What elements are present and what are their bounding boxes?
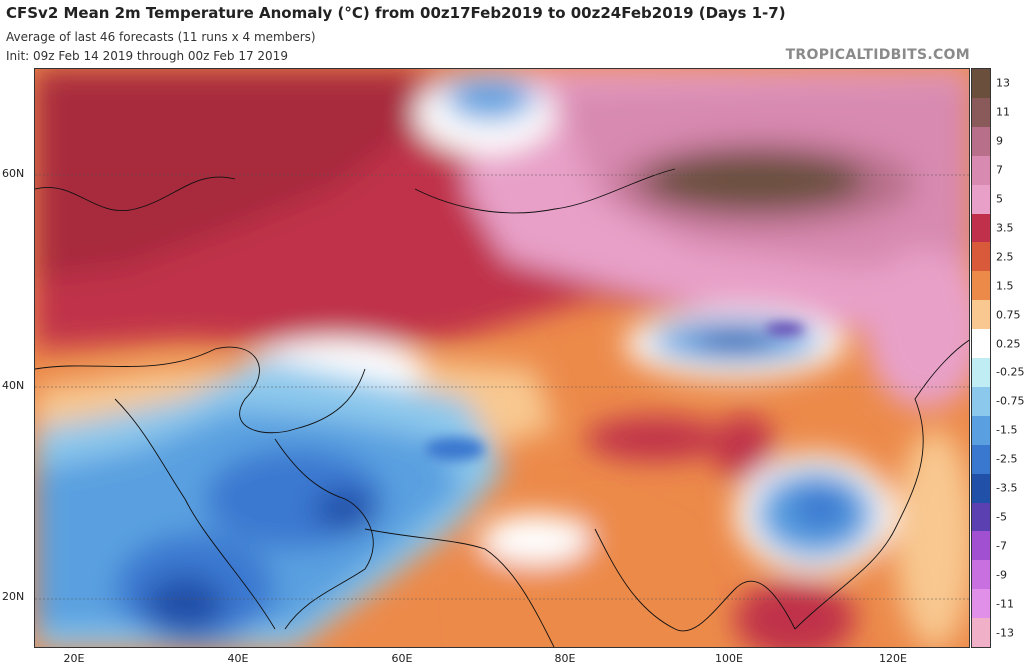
colorbar-label: 5 xyxy=(996,192,1003,206)
colorbar-segment xyxy=(972,502,990,532)
colorbar-segment xyxy=(972,242,990,272)
colorbar-segment xyxy=(972,97,990,128)
colorbar-label: 0.25 xyxy=(996,337,1021,351)
colorbar-segment xyxy=(972,329,990,359)
colorbar-label: -13 xyxy=(996,626,1014,640)
colorbar-segment xyxy=(972,618,990,648)
colorbar-segment xyxy=(972,271,990,301)
colorbar-segment xyxy=(972,69,990,99)
colorbar-label: 11 xyxy=(996,105,1010,119)
map-title: CFSv2 Mean 2m Temperature Anomaly (°C) f… xyxy=(6,4,786,22)
colorbar-label: 1.5 xyxy=(996,279,1014,293)
colorbar-label: -11 xyxy=(996,597,1014,611)
colorbar-segment xyxy=(972,415,990,446)
anomaly-field xyxy=(35,69,969,647)
colorbar-label: -2.5 xyxy=(996,452,1018,466)
colorbar-segment xyxy=(972,358,990,388)
colorbar-segment xyxy=(972,473,990,503)
coastlines xyxy=(35,168,969,647)
colorbar-segment xyxy=(972,155,990,186)
colorbar-segment xyxy=(972,386,990,417)
colorbar-segment xyxy=(972,300,990,330)
lat-label: 40N xyxy=(2,379,25,392)
anomaly-map xyxy=(34,68,970,648)
colorbar-label: -1.5 xyxy=(996,423,1018,437)
lat-label: 60N xyxy=(2,167,25,180)
colorbar-label: 9 xyxy=(996,134,1003,148)
colorbar-label: 3.5 xyxy=(996,221,1014,235)
colorbar xyxy=(971,68,991,648)
colorbar-segment xyxy=(972,213,990,243)
colorbar-label: -9 xyxy=(996,568,1007,582)
colorbar-segment xyxy=(972,589,990,619)
lon-label: 120E xyxy=(879,652,907,665)
map-subtitle-init: Init: 09z Feb 14 2019 through 00z Feb 17… xyxy=(6,49,288,63)
colorbar-label: -3.5 xyxy=(996,481,1018,495)
lon-label: 100E xyxy=(715,652,743,665)
colorbar-segment xyxy=(972,184,990,214)
lat-label: 20N xyxy=(2,590,25,603)
colorbar-label: -5 xyxy=(996,510,1007,524)
map-subtitle-ensemble: Average of last 46 forecasts (11 runs x … xyxy=(6,30,316,44)
colorbar-label: 13 xyxy=(996,76,1010,90)
source-watermark: TROPICALTIDBITS.COM xyxy=(785,47,970,63)
colorbar-label: -0.75 xyxy=(996,394,1024,408)
colorbar-label: 2.5 xyxy=(996,250,1014,264)
colorbar-label: -7 xyxy=(996,539,1007,553)
lon-label: 60E xyxy=(391,652,413,665)
colorbar-segment xyxy=(972,531,990,561)
lon-label: 20E xyxy=(63,652,85,665)
lat-gridlines xyxy=(35,174,969,600)
map-canvas xyxy=(35,69,969,647)
colorbar-segment xyxy=(972,126,990,157)
colorbar-segment xyxy=(972,444,990,475)
colorbar-label: -0.25 xyxy=(996,365,1024,379)
colorbar-segment xyxy=(972,560,990,590)
lon-label: 80E xyxy=(554,652,576,665)
lon-label: 40E xyxy=(227,652,249,665)
colorbar-label: 0.75 xyxy=(996,308,1021,322)
colorbar-label: 7 xyxy=(996,163,1003,177)
